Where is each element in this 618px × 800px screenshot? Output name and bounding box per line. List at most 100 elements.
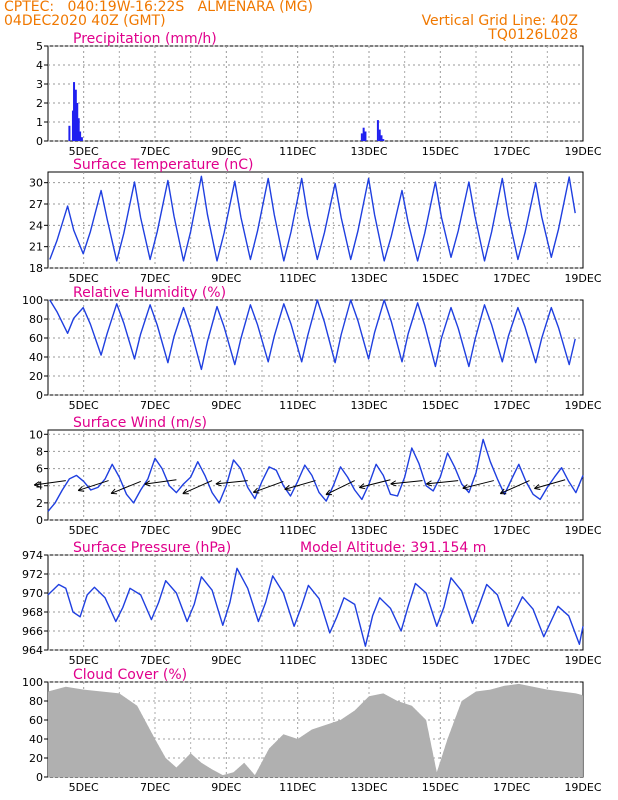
panel-4-wind-arrow — [253, 480, 284, 493]
panel-1-x-tick-label: 7DEC — [140, 145, 170, 158]
panel-1-bar — [362, 127, 365, 141]
panel-4-wind-arrow — [359, 479, 391, 488]
panel-4-wind-arrow — [426, 480, 459, 485]
panel-4-frame — [47, 429, 584, 521]
panel-5-y-tick-label: 974 — [22, 549, 43, 562]
panel-4-x-tick-label: 5DEC — [69, 524, 99, 537]
panel-6-area — [48, 683, 583, 777]
panel-1-x-tick-label: 11DEC — [279, 145, 316, 158]
panel-2-y-tick-label: 18 — [29, 262, 43, 275]
panel-4-y-tick-label: 4 — [36, 480, 43, 493]
panel-4-x-tick-label: 7DEC — [140, 524, 170, 537]
panel-5-frame — [47, 554, 584, 651]
panel-6-x-tick-label: 13DEC — [350, 781, 387, 794]
panel-5-y-tick-label: 970 — [22, 587, 43, 600]
panel-4-wind-arrowhead — [390, 480, 397, 487]
panel-1-bar — [80, 137, 83, 141]
panel-4-wind-arrow — [390, 480, 423, 485]
panel-5-x-tick-label: 13DEC — [350, 654, 387, 667]
panel-4-wind-arrow — [34, 480, 66, 486]
panel-2-x-tick-label: 5DEC — [69, 272, 99, 285]
panel-4-wind-arrowhead — [215, 480, 222, 487]
panel-6-title: Cloud Cover (%) — [73, 667, 187, 683]
panel-1-x-tick-label: 19DEC — [564, 145, 601, 158]
panel-2-line — [49, 175, 576, 262]
panel-4-wind-arrowhead — [462, 484, 469, 491]
panel-4-x-tick-label: 11DEC — [279, 524, 316, 537]
panel-4-wind-arrowhead — [33, 481, 41, 488]
panel-5-y-tick-label: 972 — [22, 568, 43, 581]
panel-4-wind-arrow — [325, 480, 355, 496]
panel-4-wind-arrowhead — [252, 487, 260, 494]
panel-1-frame — [47, 45, 584, 142]
panel-3-y-tick-label: 0 — [36, 389, 43, 402]
panel-4-wind-arrowhead — [499, 488, 507, 495]
panel-1-bar — [382, 139, 385, 141]
panel-4-x-tick-label: 15DEC — [422, 524, 459, 537]
panel-6-x-tick-label: 17DEC — [493, 781, 530, 794]
panel-4-wind-arrow — [534, 479, 566, 490]
panel-1-bar — [378, 129, 381, 141]
panel-1-y-tick-label: 4 — [36, 59, 43, 72]
panel-1-bar — [360, 133, 363, 141]
panel-4-y-tick-label: 10 — [29, 428, 43, 441]
panel-1-bar — [76, 103, 79, 141]
panel-4-wind-arrow — [500, 480, 530, 495]
panel-6-x-tick-label: 9DEC — [211, 781, 241, 794]
panel-1-x-tick-label: 9DEC — [211, 145, 241, 158]
panel-4-wind-arrow — [284, 480, 316, 490]
panel-5-x-tick-label: 11DEC — [279, 654, 316, 667]
panel-2-y-tick-label: 30 — [29, 177, 43, 190]
panel-3-x-tick-label: 15DEC — [422, 399, 459, 412]
panel-4-wind-arrowhead — [359, 483, 366, 490]
panel-2-y-tick-label: 24 — [29, 219, 43, 232]
panel-4-title: Surface Wind (m/s) — [73, 415, 207, 431]
panel-5-x-tick-label: 17DEC — [493, 654, 530, 667]
panel-2-frame — [47, 171, 584, 269]
panel-3-y-tick-label: 100 — [22, 294, 43, 307]
panel-6-x-tick-label: 11DEC — [279, 781, 316, 794]
panel-2-x-tick-label: 13DEC — [350, 272, 387, 285]
panel-6-y-tick-label: 100 — [22, 676, 43, 689]
panel-3-x-tick-label: 13DEC — [350, 399, 387, 412]
panel-5-x-tick-label: 5DEC — [69, 654, 99, 667]
panel-5-x-tick-label: 9DEC — [211, 654, 241, 667]
panel-4-x-tick-label: 19DEC — [564, 524, 601, 537]
panel-3-y-tick-label: 80 — [29, 313, 43, 326]
panel-4-wind-arrow — [110, 480, 141, 494]
panel-3-y-tick-label: 60 — [29, 332, 43, 345]
panel-4-wind-arrowhead — [426, 480, 433, 487]
panel-2-y-tick-label: 27 — [29, 198, 43, 211]
panel-1-x-tick-label: 13DEC — [350, 145, 387, 158]
panel-3-line — [49, 299, 576, 371]
panel-2-y-tick-label: 21 — [29, 241, 43, 254]
panel-4-y-tick-label: 8 — [36, 445, 43, 458]
panel-6-x-tick-label: 19DEC — [564, 781, 601, 794]
panel-3-x-tick-label: 9DEC — [211, 399, 241, 412]
panel-4-wind-arrowhead — [144, 480, 151, 487]
panel-4-wind-arrowhead — [77, 485, 85, 492]
panel-6-y-tick-label: 20 — [29, 752, 43, 765]
header-model-code: TQ0126L028 — [488, 27, 578, 43]
panel-1-bar — [68, 125, 71, 141]
header-station: CPTEC: 040:19W-16:22S ALMENARA (MG) — [4, 0, 314, 15]
panel-3-y-tick-label: 20 — [29, 370, 43, 383]
panel-4-y-tick-label: 2 — [36, 497, 43, 510]
panel-1-y-tick-label: 0 — [36, 135, 43, 148]
panel-1-bar — [77, 118, 80, 141]
panel-3-y-tick-label: 40 — [29, 351, 43, 364]
panel-2-x-tick-label: 7DEC — [140, 272, 170, 285]
panel-2-title: Surface Temperature (nC) — [73, 157, 254, 173]
panel-4-line — [47, 438, 584, 512]
panel-4-wind-arrowhead — [325, 489, 332, 496]
panel-2-x-tick-label: 11DEC — [279, 272, 316, 285]
panel-5-annotation: Model Altitude: 391.154 m — [300, 540, 486, 556]
panel-6-y-tick-label: 40 — [29, 733, 43, 746]
panel-1-bar — [79, 131, 82, 141]
header-grid-line: Vertical Grid Line: 40Z — [421, 13, 578, 29]
panel-3-x-tick-label: 5DEC — [69, 399, 99, 412]
panel-1-y-tick-label: 1 — [36, 116, 43, 129]
panel-1-bar — [73, 82, 76, 141]
panel-4-wind-arrow — [215, 480, 248, 485]
